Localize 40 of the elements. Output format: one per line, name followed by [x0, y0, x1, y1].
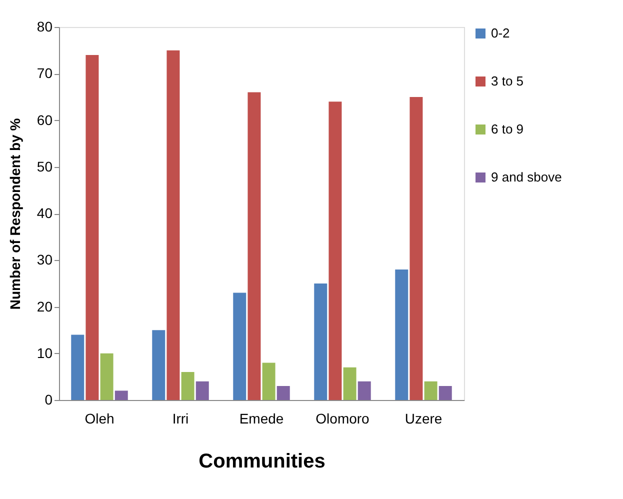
bar [328, 102, 342, 400]
bar [71, 334, 84, 400]
bar [276, 386, 290, 400]
y-tick-label: 30 [36, 252, 53, 268]
bar [410, 96, 423, 400]
bar [248, 92, 261, 400]
x-axis-title: Communities [198, 450, 326, 472]
bar [114, 390, 128, 400]
bar [166, 50, 180, 400]
y-tick-label: 0 [44, 392, 53, 408]
y-tick-label: 50 [36, 158, 53, 174]
legend-label: 9 and sbove [491, 170, 562, 184]
legend-label: 3 to 5 [491, 74, 524, 88]
bar [262, 362, 276, 400]
bar [343, 367, 356, 400]
bar [395, 269, 408, 400]
bar [438, 386, 452, 400]
y-tick-label: 10 [36, 344, 53, 361]
y-tick-label: 20 [36, 298, 53, 314]
bar [424, 381, 438, 400]
x-tick-label: Emede [239, 410, 284, 426]
legend-label: 0-2 [491, 26, 510, 40]
y-tick-label: 70 [36, 65, 53, 82]
bar [86, 54, 99, 400]
bar [181, 372, 194, 400]
x-tick-label: Irri [172, 410, 189, 426]
y-tick-label: 60 [36, 112, 53, 128]
bar [358, 381, 371, 400]
bar [152, 330, 166, 400]
bar [196, 381, 209, 400]
y-axis-title: Number of Respondent by % [6, 118, 23, 310]
bar [100, 353, 114, 400]
bar [233, 292, 246, 400]
y-tick-label: 80 [36, 18, 53, 34]
legend-label: 6 to 9 [491, 122, 524, 136]
y-tick-label: 40 [36, 205, 53, 221]
x-tick-label: Olomoro [316, 410, 370, 426]
x-tick-label: Uzere [404, 410, 442, 426]
bar [314, 283, 328, 400]
x-tick-label: Oleh [84, 410, 114, 426]
